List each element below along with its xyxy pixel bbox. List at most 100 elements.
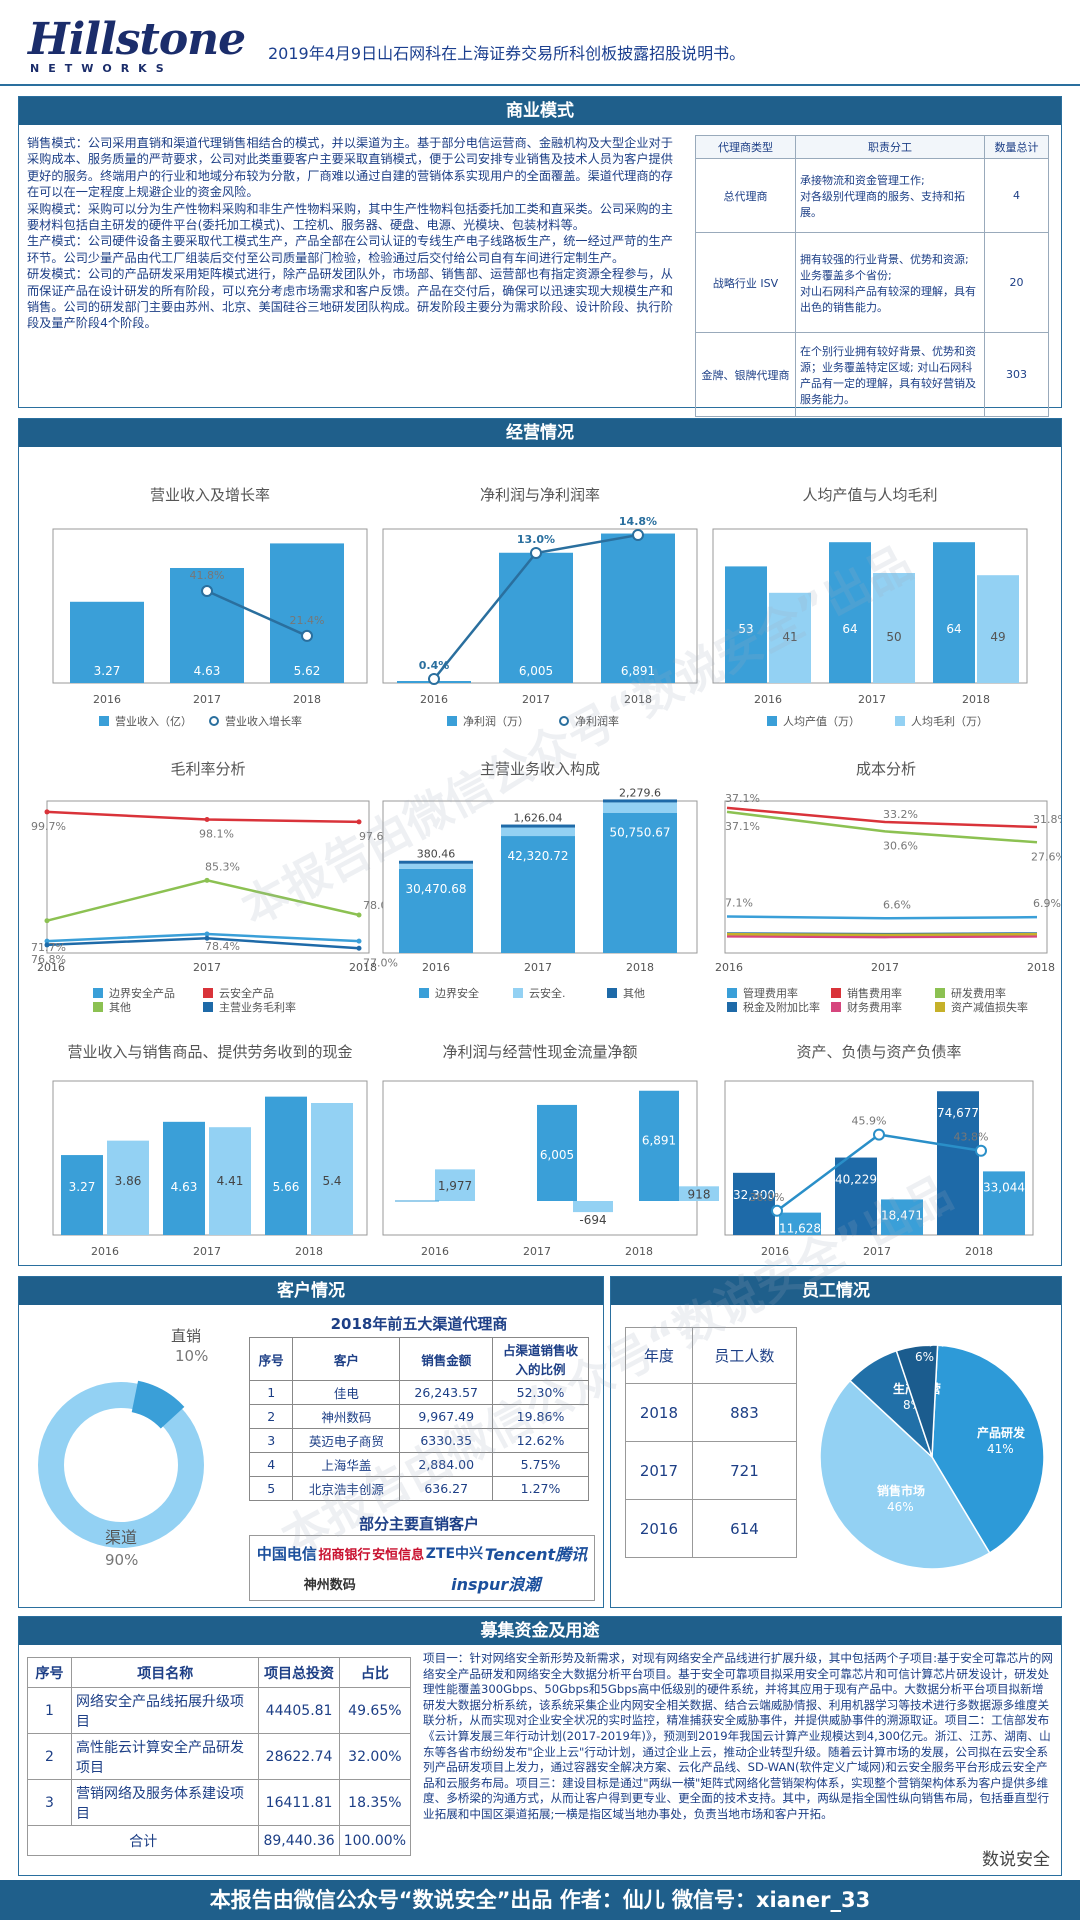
margin-point <box>204 931 210 937</box>
x-tick-label: 2016 <box>754 693 782 706</box>
revenue-bar <box>270 543 344 683</box>
table-cell: 18.35% <box>338 1779 412 1826</box>
margin-point <box>44 809 50 815</box>
border-bar <box>501 836 575 953</box>
table-cell: 2 <box>27 1733 72 1780</box>
pie-label: 销售市场 <box>877 1483 925 1498</box>
business-text: 销售模式：公司采用直销和渠道代理销售相结合的模式，并以渠道为主。基于部分电信运营… <box>27 135 685 332</box>
legend-label: 研发费用率 <box>951 986 1006 1000</box>
agent-count: 20 <box>984 232 1049 333</box>
agent-table: 代理商类型 职责分工 数量总计 总代理商 承接物流和资金管理工作; 对各级别代理商的服… <box>695 135 1049 417</box>
x-tick-label: 2017 <box>193 1245 221 1258</box>
rate-label: 0.4% <box>419 659 450 672</box>
bar-value-label: 2,279.6 <box>619 786 661 799</box>
section-title: 经营情况 <box>19 419 1061 447</box>
legend-label: 营业收入（亿） <box>115 714 192 728</box>
bar-value-label: 3.27 <box>69 1180 96 1194</box>
channel-donut: 直销 10% 渠道 90% <box>38 1327 208 1569</box>
gross-bar <box>977 575 1019 683</box>
zte-logo: ZTE中兴 <box>425 1546 484 1562</box>
chart-title: 人均产值与人均毛利 <box>802 486 937 504</box>
hillstone-logo: Hillstone <box>28 14 246 65</box>
table-cell: 49.65% <box>338 1687 412 1734</box>
tencent-logo: Tencent腾讯 <box>484 1545 588 1564</box>
margin-label: 76.8% <box>31 953 66 966</box>
legend-swatch <box>831 1002 841 1012</box>
legend-swatch <box>93 1002 103 1012</box>
section-title: 客户情况 <box>19 1277 603 1305</box>
bar-value-label: 11,628 <box>779 1222 821 1236</box>
margin-point <box>356 819 362 825</box>
x-tick-label: 2018 <box>349 961 377 974</box>
margin-label: 99.7% <box>31 820 66 833</box>
table-cell: 2,884.00 <box>399 1452 493 1477</box>
legend-swatch <box>99 716 109 726</box>
pie-slice <box>819 1379 991 1570</box>
ratio-point <box>771 1204 783 1217</box>
legend-marker <box>559 716 569 726</box>
table-cell: 3 <box>248 1428 294 1453</box>
x-tick-label: 2017 <box>858 693 886 706</box>
x-tick-label: 2017 <box>193 693 221 706</box>
bar-value-label: 1,977 <box>438 1179 472 1193</box>
margin-point <box>204 935 210 941</box>
margin-label: 77.0% <box>363 956 398 969</box>
legend-marker <box>209 716 219 726</box>
cost-line <box>726 932 1038 937</box>
table-cell: 614 <box>691 1499 798 1558</box>
pie-pct: 41% <box>987 1442 1014 1456</box>
bar-value-label: 5.62 <box>294 664 321 678</box>
growth-label: 21.4% <box>290 614 325 627</box>
other-bar <box>603 799 677 803</box>
table-cell: 1 <box>27 1687 72 1734</box>
rate-point <box>530 547 542 559</box>
rate-label: 13.0% <box>517 533 555 546</box>
table-cell: 9,967.49 <box>399 1404 493 1429</box>
dbappsecurity-logo: 安恒信息 <box>372 1547 425 1563</box>
pie-label: 产品研发 <box>977 1425 1026 1440</box>
bar-value-label: 4.63 <box>194 664 221 678</box>
x-tick-label: 2016 <box>93 693 121 706</box>
x-tick-label: 2018 <box>965 1245 993 1258</box>
x-tick-label: 2018 <box>1027 961 1055 974</box>
inspur-logo: inspur浪潮 <box>451 1575 541 1594</box>
x-tick-label: 2017 <box>871 961 899 974</box>
bar-value-label: 6,891 <box>642 1134 676 1148</box>
th-invest: 项目总投资 <box>258 1657 340 1688</box>
cost-label: 33.2% <box>883 808 918 821</box>
x-tick-label: 2016 <box>422 961 450 974</box>
revenue-bar <box>70 601 144 683</box>
legend-swatch <box>767 716 777 726</box>
operations-section: 经营情况 营业收入及增长率 3.27 4.63 5.62 41.8% 21.4% 2016 2… <box>18 418 1062 1266</box>
gross-bar <box>769 592 811 683</box>
direct-label: 直销 <box>171 1327 201 1345</box>
legend-label: 净利润（万） <box>463 714 529 728</box>
legend-swatch <box>513 988 523 998</box>
legend-label: 云安全. <box>529 986 566 1000</box>
legend-label: 资产减值损失率 <box>951 1000 1028 1014</box>
margin-label: 98.1% <box>199 828 234 841</box>
bar-value-label: -694 <box>579 1213 606 1227</box>
other-bar <box>501 824 575 828</box>
cost-label: 6.9% <box>1033 897 1061 910</box>
x-tick-label: 2016 <box>420 693 448 706</box>
chart-title: 营业收入及增长率 <box>150 486 270 504</box>
x-tick-label: 2016 <box>421 1245 449 1258</box>
bar-value-label: 4.63 <box>171 1180 198 1194</box>
gross-bar <box>873 573 915 683</box>
agent-type: 总代理商 <box>695 158 796 233</box>
legend-swatch <box>895 716 905 726</box>
cost-line <box>726 810 1038 844</box>
direct-arc <box>131 1380 185 1429</box>
pie-slice <box>895 1344 939 1458</box>
ratio-label: 45.9% <box>852 1115 887 1128</box>
bar-value-label: 49 <box>990 630 1005 644</box>
bar-value-label: 64 <box>842 622 857 636</box>
legend-label: 人均产值（万） <box>783 714 860 728</box>
rate-point <box>428 673 440 685</box>
profit-bar <box>601 533 675 683</box>
legend-label: 其他 <box>623 987 645 1000</box>
customer-logos: 中国电信 招商银行 安恒信息 ZTE中兴 Tencent腾讯 神州数码 insp… <box>249 1535 595 1601</box>
table-cell: 636.27 <box>399 1476 493 1501</box>
output-bar <box>725 566 767 683</box>
